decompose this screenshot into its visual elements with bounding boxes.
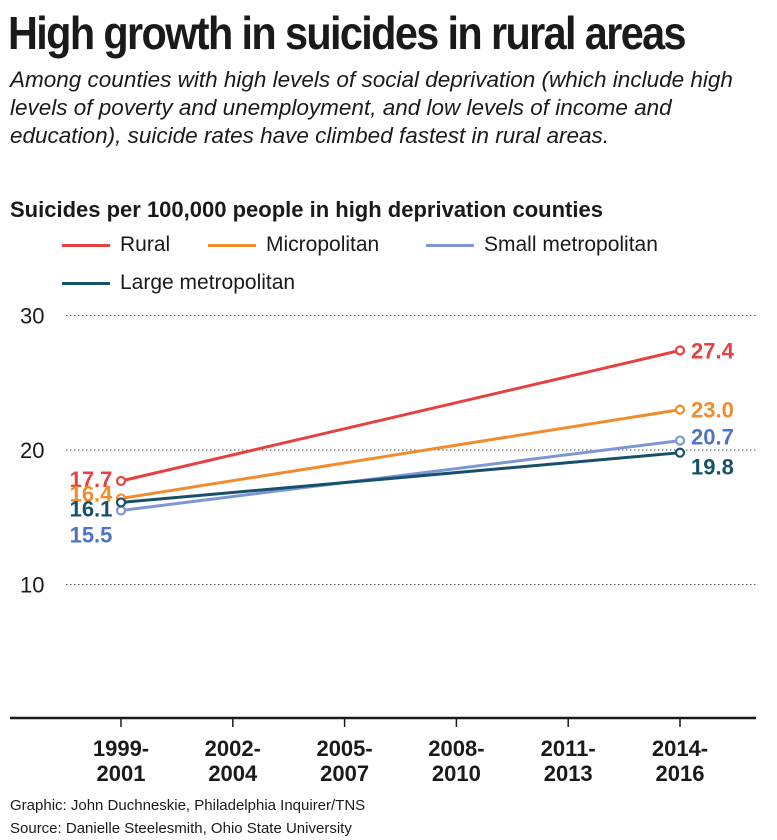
y-tick-label-10: 10 [20,573,44,598]
legend-item-rural: Rural [62,233,170,257]
series-line-micropolitan [120,408,681,500]
data-point-micropolitan [674,404,686,415]
chart-subtitle: Among counties with high levels of socia… [10,67,733,148]
data-label-rural: 17.7 [70,467,113,492]
data-point-rural [674,345,686,356]
legend-label-rural: Rural [120,233,171,256]
chart-heading: Suicides per 100,000 people in high depr… [10,197,603,222]
x-tick-label: 2014-2016 [652,736,708,786]
x-tick-label: 2008-2010 [428,736,484,786]
credits: Graphic: John Duchneskie, Philadelphia I… [10,794,365,840]
data-point-small-metropolitan [115,505,127,516]
data-label-small-metropolitan: 15.5 [70,523,113,548]
legend-label-small-metropolitan: Small metropolitan [484,233,658,256]
legend-swatch-micropolitan [208,243,256,247]
series-line-large-metropolitan [120,451,681,504]
series-line-rural [120,349,681,483]
x-tick-label: 2005-2007 [316,736,372,786]
x-tick-label: 2002-2004 [205,736,261,786]
x-tick-label: 1999-2001 [93,736,149,786]
data-label-micropolitan: 23.0 [691,398,734,423]
legend-swatch-large-metropolitan [62,281,110,285]
data-label-micropolitan: 16.4 [70,481,114,506]
legend-label-micropolitan: Micropolitan [266,233,380,256]
data-label-large-metropolitan: 19.8 [691,455,734,480]
data-point-rural [115,475,127,487]
data-point-large-metropolitan [115,497,127,508]
credit-source: Source: Danielle Steelesmith, Ohio State… [10,820,352,837]
chart-title-main: High growth in suicides in rural areas [8,7,687,59]
legend-item-large-metropolitan: Large metropolitan [62,271,295,295]
data-point-large-metropolitan [674,447,686,458]
data-point-small-metropolitan [674,435,686,446]
legend: Rural Micropolitan Small metropolitan La… [0,228,777,298]
x-tick-label: 2011-2013 [541,736,596,786]
legend-swatch-small-metropolitan [426,243,474,247]
series-line-small-metropolitan [120,439,681,513]
y-tick-label-30: 30 [20,304,44,329]
legend-item-micropolitan: Micropolitan [208,233,379,257]
data-label-rural: 27.4 [691,338,735,363]
data-label-large-metropolitan: 16.1 [70,496,113,521]
legend-label-large-metropolitan: Large metropolitan [120,271,296,294]
legend-item-small-metropolitan: Small metropolitan [426,233,658,257]
credit-graphic: Graphic: John Duchneskie, Philadelphia I… [10,797,366,814]
data-label-small-metropolitan: 20.7 [691,425,734,450]
y-tick-label-20: 20 [20,438,44,463]
legend-swatch-rural [62,243,110,247]
